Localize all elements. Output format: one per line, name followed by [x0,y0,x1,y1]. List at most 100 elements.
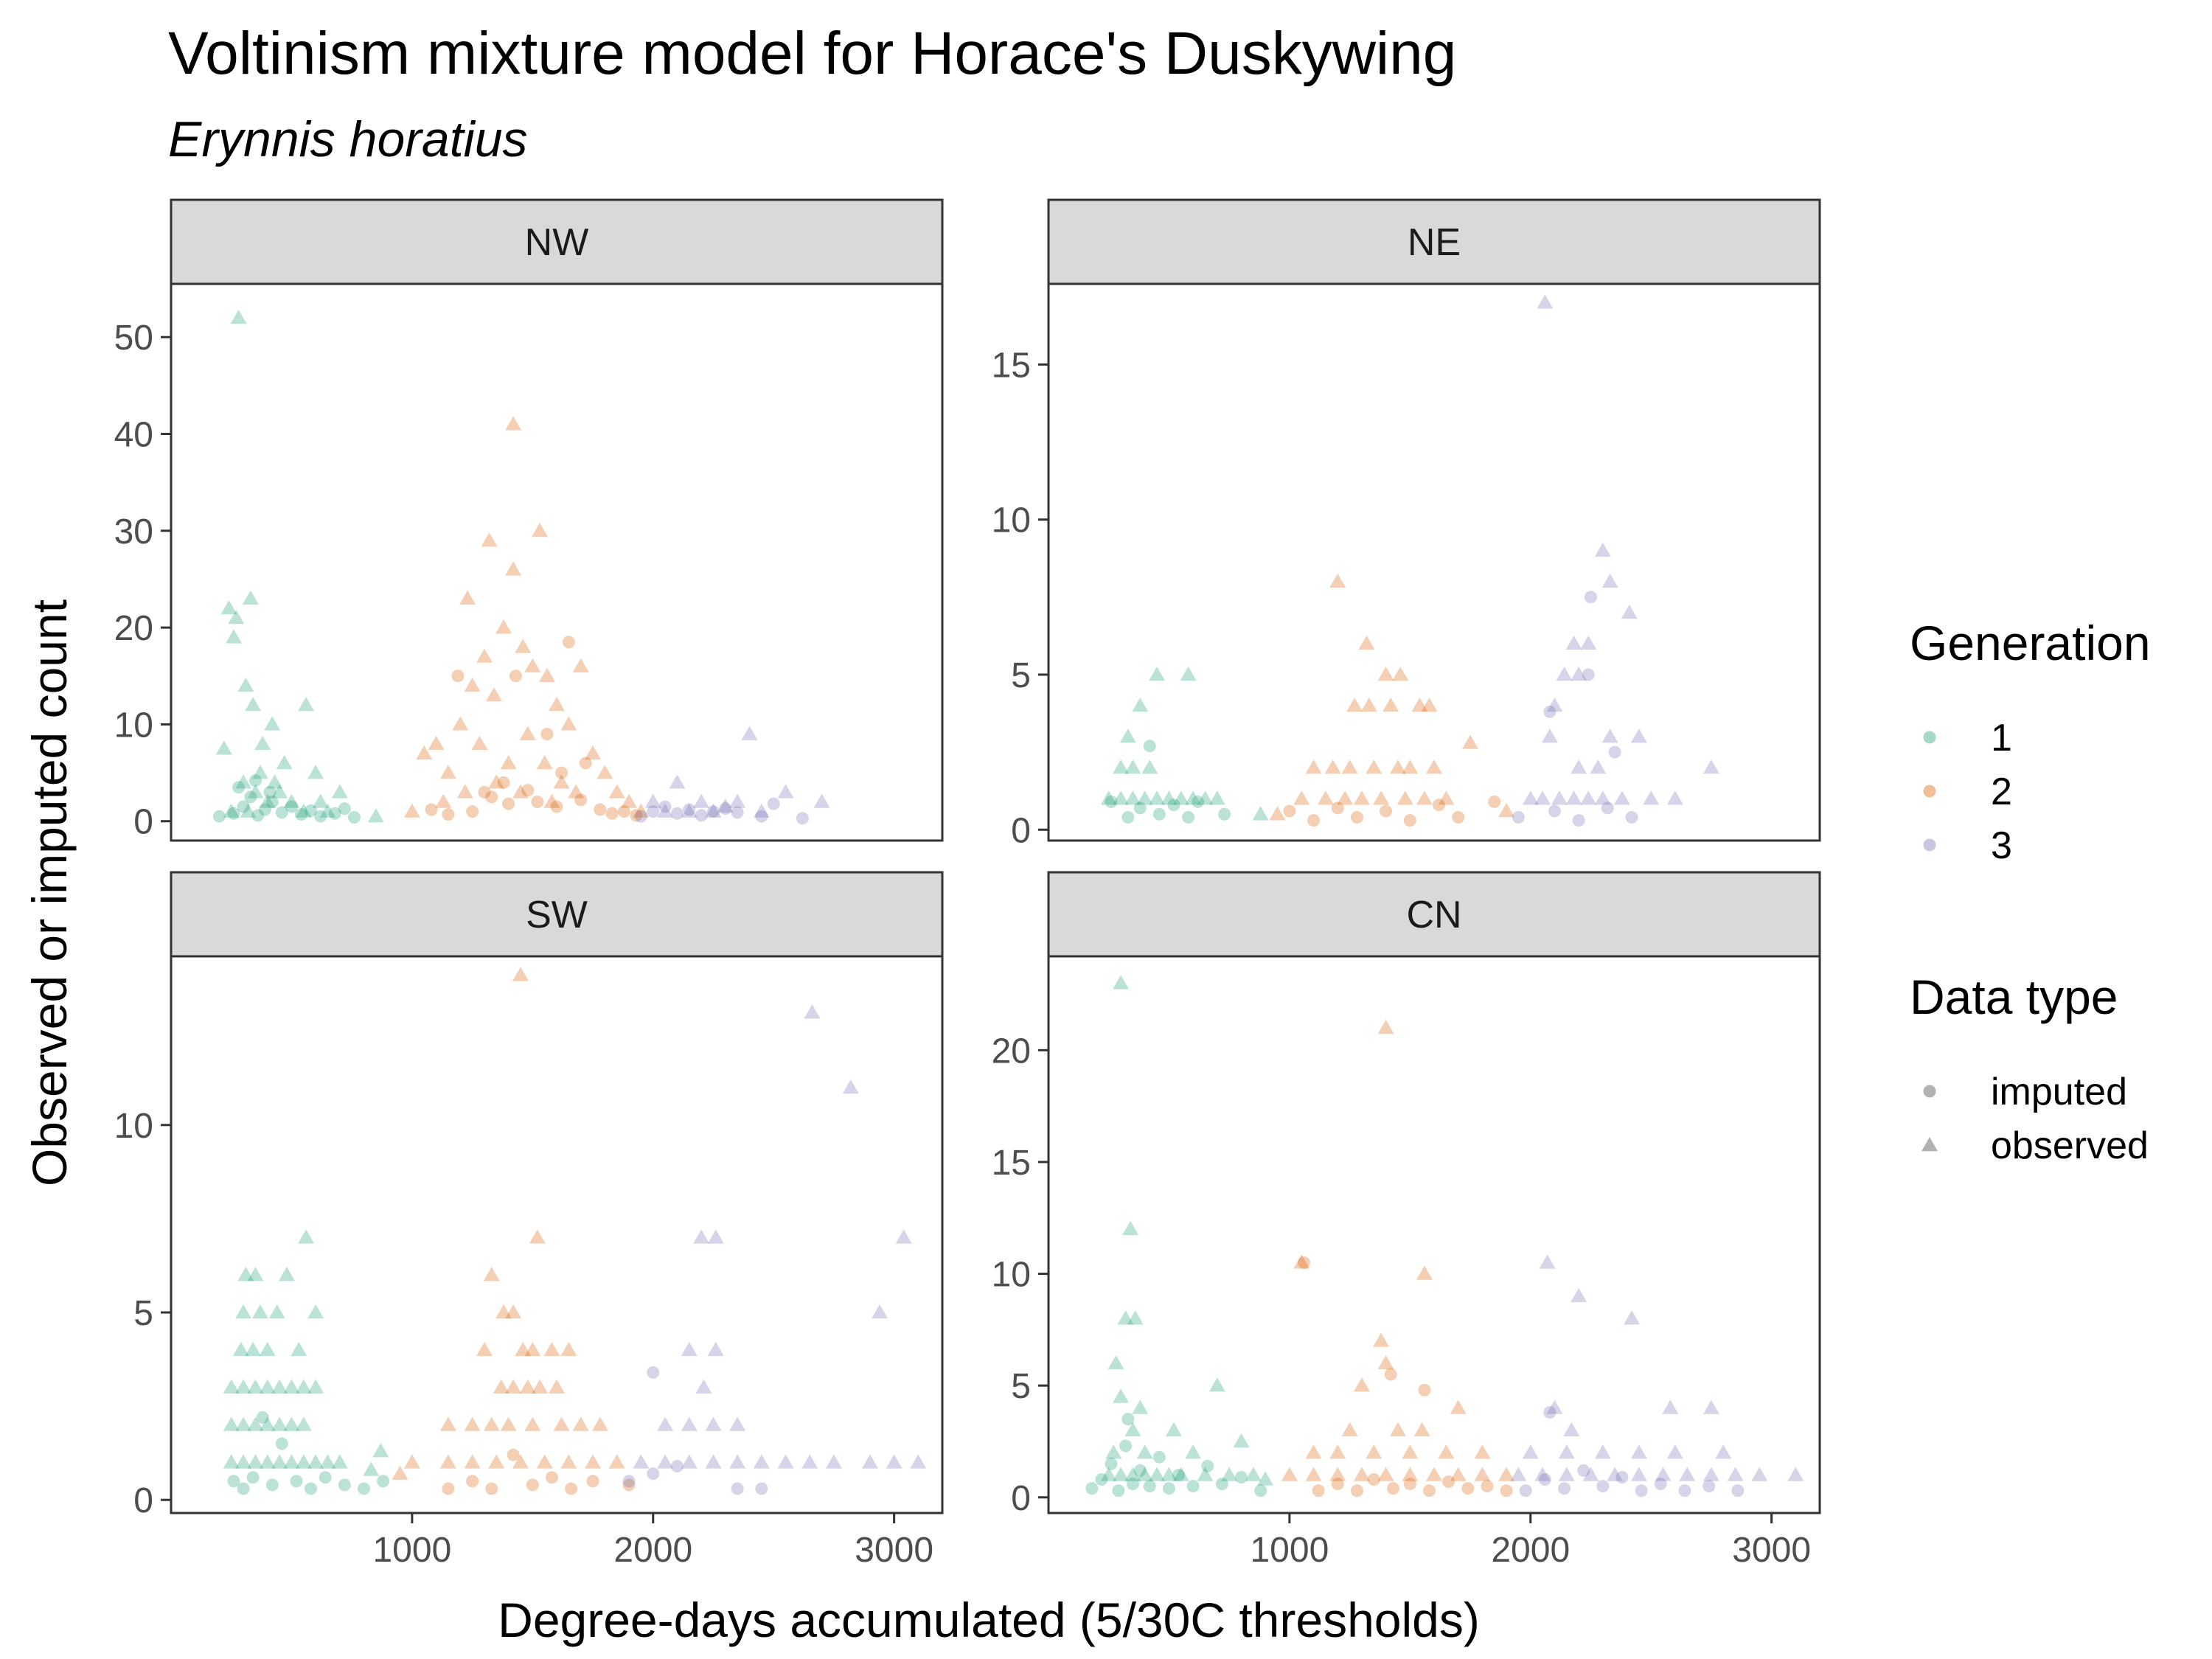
x-tick-label: 3000 [1732,1531,1811,1570]
point-imputed-gen3 [1548,804,1561,818]
strip-label: SW [526,894,588,936]
point-observed-gen1 [223,1379,240,1394]
point-imputed-gen3 [1654,1478,1667,1491]
point-observed-gen1 [259,1416,276,1431]
point-imputed-gen1 [338,1478,351,1492]
point-imputed-gen3 [1558,1482,1571,1495]
point-observed-gen2 [493,1379,509,1394]
legend-data-type: Data type imputed observed [1910,970,2149,1167]
point-observed-gen2 [1474,1444,1491,1459]
point-observed-gen1 [283,1379,300,1394]
point-observed-gen3 [1715,1444,1732,1459]
point-observed-gen1 [298,697,315,712]
point-observed-gen1 [1252,806,1269,821]
point-observed-gen2 [1366,759,1382,774]
y-tick-label: 0 [133,1481,153,1520]
point-observed-gen1 [319,803,336,818]
point-observed-gen2 [536,754,553,770]
point-observed-gen3 [1594,790,1611,805]
point-imputed-gen3 [1543,705,1557,718]
point-observed-gen3 [1703,1399,1719,1414]
point-observed-gen2 [553,1416,570,1431]
point-observed-gen2 [1353,790,1370,805]
legend-key-circle [1923,785,1936,798]
point-observed-gen1 [271,1416,288,1431]
point-imputed-gen3 [683,803,696,816]
legend-key-circle [1923,1085,1936,1098]
point-imputed-gen2 [630,809,643,822]
point-observed-gen3 [705,803,722,818]
point-observed-gen2 [597,765,613,779]
x-tick-label: 2000 [1491,1531,1570,1570]
point-observed-gen1 [268,1304,285,1319]
point-imputed-gen3 [706,805,720,818]
point-observed-gen3 [657,803,674,818]
point-observed-gen1 [1149,1467,1166,1481]
point-imputed-gen2 [1386,1482,1399,1495]
point-imputed-gen2 [425,803,438,816]
point-observed-gen3 [1556,666,1573,681]
points [1100,294,1719,827]
point-observed-gen1 [1124,1467,1141,1481]
plot-background [1048,284,1820,841]
point-imputed-gen2 [1403,814,1416,827]
legend-label: imputed [1991,1071,2127,1113]
point-imputed-gen1 [1133,801,1147,815]
point-observed-gen1 [223,803,240,818]
strip-background [170,198,944,285]
point-observed-gen1 [1136,1467,1153,1481]
point-observed-gen3 [1703,759,1719,774]
point-observed-gen1 [1132,1399,1149,1414]
point-observed-gen3 [895,1229,912,1244]
point-observed-gen2 [392,1465,408,1480]
point-observed-gen2 [1377,666,1394,681]
point-imputed-gen2 [1422,1484,1436,1498]
point-imputed-gen1 [295,808,308,821]
point-imputed-gen2 [466,805,479,818]
point-imputed-gen2 [1452,810,1465,824]
point-observed-gen1 [278,1267,295,1281]
point-imputed-gen2 [442,1482,455,1495]
point-observed-gen1 [1180,666,1197,681]
point-imputed-gen3 [647,805,660,818]
point-imputed-gen1 [237,800,250,813]
y-tick-label: 40 [114,416,153,455]
point-observed-gen2 [435,793,452,808]
point-imputed-gen1 [1095,1473,1108,1486]
point-imputed-gen2 [531,795,544,808]
point-observed-gen2 [585,745,602,760]
point-observed-gen2 [524,1341,541,1357]
point-imputed-gen1 [1152,807,1166,821]
x-tick-label: 1000 [1250,1531,1329,1570]
x-tick-label: 3000 [855,1531,933,1570]
point-observed-gen2 [505,561,522,576]
point-observed-gen2 [439,1454,456,1469]
point-imputed-gen3 [670,1459,684,1472]
point-imputed-gen1 [1105,1457,1118,1470]
point-imputed-gen3 [670,807,684,820]
point-observed-gen3 [705,1454,722,1469]
point-imputed-gen1 [227,807,240,820]
point-observed-gen2 [538,667,555,683]
point-observed-gen1 [247,1379,264,1394]
point-observed-gen2 [1293,790,1310,805]
point-imputed-gen3 [1572,814,1585,827]
point-observed-gen3 [1601,728,1618,743]
y-tick-label: 10 [114,706,153,745]
point-observed-gen2 [439,1416,456,1431]
point-observed-gen1 [1113,1467,1130,1481]
point-imputed-gen3 [1678,1484,1691,1498]
point-observed-gen1 [225,629,242,644]
panel-cn: CN 0 5 10 15 20 1000 2000 3000 [992,871,1821,1570]
point-observed-gen2 [512,1454,529,1469]
point-observed-gen2 [495,619,512,634]
point-observed-gen2 [1389,759,1406,774]
point-observed-gen2 [476,1341,493,1357]
point-observed-gen1 [367,808,384,823]
point-observed-gen3 [681,1454,698,1469]
point-imputed-gen2 [622,1478,636,1492]
point-observed-gen3 [1662,1399,1679,1414]
point-observed-gen1 [223,1454,240,1469]
point-observed-gen1 [1127,1310,1144,1325]
